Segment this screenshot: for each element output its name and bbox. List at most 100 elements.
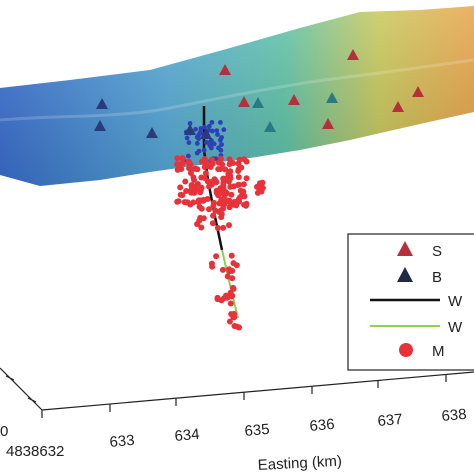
microseismic-point <box>240 188 247 195</box>
microseismic-point <box>230 260 237 267</box>
microseismic-point <box>174 161 181 168</box>
microseismic-point <box>198 224 205 231</box>
y-axis-tick-1 <box>5 375 15 381</box>
microseismic-point <box>226 222 232 229</box>
x-tick-label-637: 637 <box>377 411 403 430</box>
microseismic-point <box>233 323 240 330</box>
legend-label-m: M <box>432 343 445 360</box>
station-triangle-0 <box>219 64 231 75</box>
microseismic-point <box>177 184 184 191</box>
microseismic-point <box>213 253 220 260</box>
microseismic-point <box>211 176 218 183</box>
microseismic-point <box>241 201 247 208</box>
x-tick-labels: 633 634 635 636 637 638 4838632 0 <box>0 406 467 460</box>
blue-point <box>209 120 215 125</box>
microseismic-point <box>210 199 217 206</box>
blue-point <box>184 135 190 141</box>
station-triangle-10 <box>96 98 108 109</box>
microseismic-point <box>175 198 182 205</box>
microseismic-point <box>178 166 185 172</box>
well-green-trace <box>221 249 239 319</box>
blue-point <box>194 134 200 140</box>
microseismic-point <box>214 296 221 303</box>
microseismic-point <box>228 252 235 259</box>
microseismic-point <box>228 191 235 198</box>
microseismic-point <box>226 268 233 275</box>
y-tick-label-partial: 0 <box>0 423 8 440</box>
terrain-surface-shade <box>0 6 474 186</box>
legend-marker-b-triangle <box>397 267 413 282</box>
microseismic-point <box>222 166 229 173</box>
microseismic-point <box>258 181 265 188</box>
microseismic-point <box>217 185 224 192</box>
station-triangle-5 <box>288 94 300 105</box>
microseismic-point <box>243 175 250 182</box>
blue-point <box>206 123 212 129</box>
microseismic-point <box>179 155 186 162</box>
blue-point <box>186 153 191 159</box>
microseismic-point <box>222 175 229 182</box>
microseismic-point <box>204 178 211 185</box>
legend-label-s: S <box>432 243 442 260</box>
microseismic-point <box>183 188 190 194</box>
x-axis-edge <box>41 371 474 411</box>
microseismic-point <box>191 165 198 172</box>
microseismic-point <box>202 170 209 177</box>
blue-point <box>214 128 220 134</box>
station-triangle-11 <box>94 120 106 131</box>
y-axis-tick-2 <box>27 397 37 403</box>
microseismic-point <box>220 205 227 212</box>
station-triangle-3 <box>392 101 404 112</box>
blue-point <box>194 141 200 146</box>
microseismic-point <box>212 207 219 214</box>
microseismic-point <box>226 318 233 325</box>
legend-marker-m-circle <box>399 343 413 357</box>
microseismic-point <box>218 214 225 221</box>
station-triangles-group <box>94 49 424 139</box>
blue-point <box>219 135 225 140</box>
microseismic-point <box>235 160 242 167</box>
microseismic-point <box>220 224 227 231</box>
blue-point <box>209 128 215 134</box>
microseismic-point <box>189 182 196 189</box>
blue-point <box>218 120 223 125</box>
microseismic-point <box>179 160 186 167</box>
station-triangle-9 <box>264 121 276 132</box>
axes-frame <box>0 367 474 411</box>
blue-point <box>201 147 207 153</box>
y-tick-label-left: 4838632 <box>6 443 64 460</box>
station-triangle-6 <box>322 118 334 129</box>
blue-point <box>193 126 199 132</box>
terrain-surface <box>0 6 474 186</box>
microseismic-point <box>219 266 226 273</box>
microseismic-point <box>226 204 233 211</box>
microseismic-point <box>243 158 250 165</box>
red-points-group <box>174 155 266 331</box>
x-tick-label-636: 636 <box>309 416 335 435</box>
microseismic-point <box>227 300 234 307</box>
microseismic-point <box>182 178 189 185</box>
microseismic-point <box>230 284 236 291</box>
microseismic-point <box>179 192 186 199</box>
microseismic-point <box>209 220 216 227</box>
microseismic-point <box>215 192 222 199</box>
microseismic-point <box>215 159 222 166</box>
blue-point <box>211 141 217 147</box>
microseismic-point <box>233 202 240 209</box>
station-triangle-2 <box>412 86 424 97</box>
microseismic-point <box>201 164 208 170</box>
blue-point <box>219 142 224 147</box>
microseismic-point <box>209 160 216 167</box>
microseismic-point <box>186 160 193 167</box>
x-tick-marks <box>41 374 447 418</box>
blue-point <box>221 127 227 133</box>
microseismic-point <box>254 189 261 196</box>
blue-point <box>186 140 192 146</box>
station-triangle-7 <box>252 97 264 108</box>
station-triangle-13 <box>184 124 196 135</box>
blue-point <box>187 121 193 126</box>
microseismic-point <box>236 194 243 201</box>
microseismic-point <box>186 165 193 172</box>
terrain-surface-ridge <box>0 58 474 122</box>
